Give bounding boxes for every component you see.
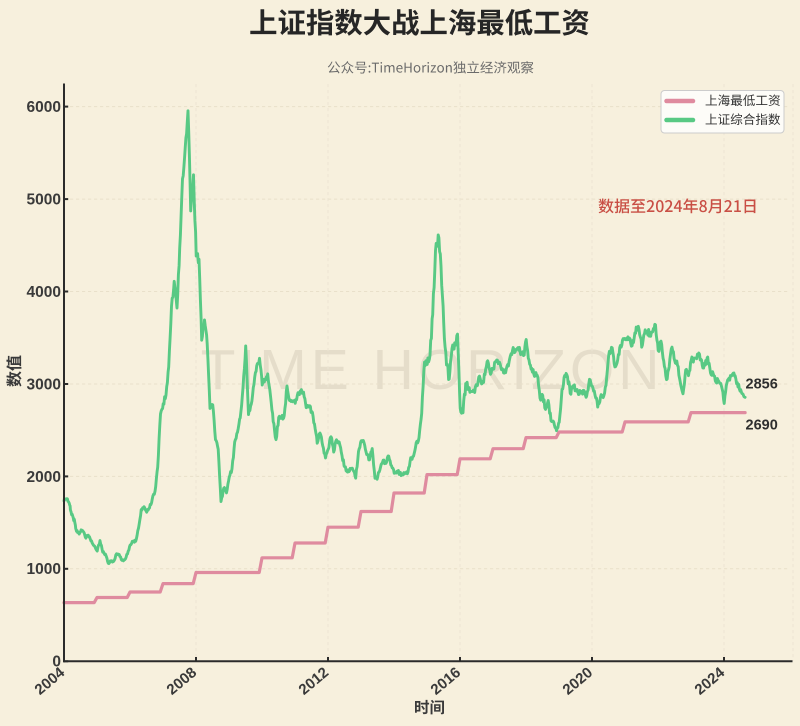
svg-text:4000: 4000 xyxy=(27,284,61,301)
svg-text:5000: 5000 xyxy=(27,192,61,209)
svg-text:0: 0 xyxy=(52,654,61,671)
svg-text:2690: 2690 xyxy=(746,418,778,434)
svg-text:3000: 3000 xyxy=(27,376,61,393)
svg-text:2856: 2856 xyxy=(746,377,778,393)
svg-text:2000: 2000 xyxy=(27,469,61,486)
svg-text:1000: 1000 xyxy=(27,561,61,578)
svg-text:6000: 6000 xyxy=(27,99,61,116)
